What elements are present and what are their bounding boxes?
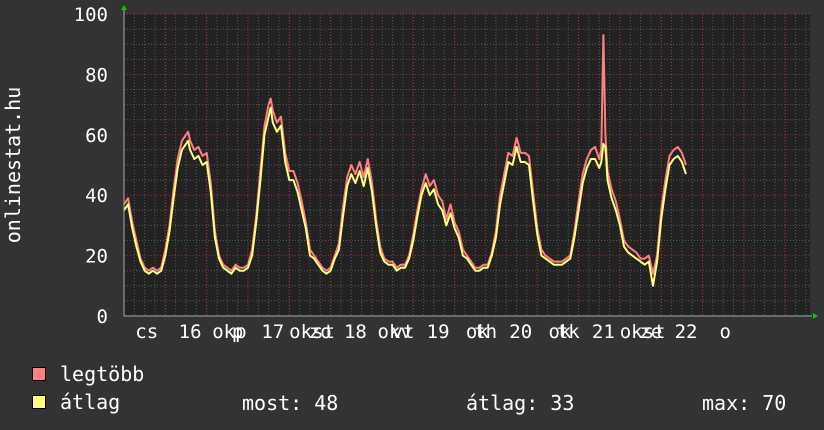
y-tick-label: 80 bbox=[85, 64, 108, 86]
x-tick-label: okp bbox=[212, 321, 246, 343]
axis-layer bbox=[121, 5, 818, 319]
x-tick-label: 16 bbox=[179, 321, 202, 343]
x-tick-label: 18 bbox=[344, 321, 367, 343]
y-tick-label: 0 bbox=[97, 306, 108, 328]
y-tick-label: 60 bbox=[85, 125, 108, 147]
legend-item-avg: átlag bbox=[32, 390, 120, 414]
y-axis-arrow-icon bbox=[121, 5, 127, 10]
max-color-swatch bbox=[32, 367, 46, 381]
x-tick-label: p bbox=[232, 321, 243, 343]
x-tick-label: cs bbox=[135, 321, 158, 343]
stat-average: átlag: 33 bbox=[466, 391, 575, 415]
x-tick-label: o bbox=[720, 321, 731, 343]
x-tick-label: okst bbox=[620, 321, 666, 343]
x-tick-label: 22 bbox=[675, 321, 698, 343]
x-tick-label: okst bbox=[289, 321, 335, 343]
y-tick-label: 20 bbox=[85, 246, 108, 268]
legend-item-max: legtöbb bbox=[32, 362, 144, 386]
x-tick-label: ze bbox=[639, 321, 662, 343]
x-tick-label: 19 bbox=[427, 321, 450, 343]
y-axis-label: onlinestat.hu bbox=[1, 87, 25, 244]
x-tick-label: 20 bbox=[509, 321, 532, 343]
stat-current: most: 48 bbox=[242, 391, 339, 415]
y-tick-label: 100 bbox=[74, 4, 108, 26]
x-tick-label: ok bbox=[549, 321, 572, 343]
x-tick-label: 21 bbox=[592, 321, 615, 343]
series-layer bbox=[123, 34, 687, 287]
series-line-avg bbox=[123, 106, 687, 287]
x-axis-arrow-icon bbox=[813, 313, 818, 319]
x-tick-label: 17 bbox=[261, 321, 284, 343]
y-tick-labels: 0 20 40 60 80 100 bbox=[74, 4, 108, 328]
x-tick-label: zo bbox=[309, 321, 332, 343]
x-tick-label: th bbox=[474, 321, 497, 343]
avg-color-swatch bbox=[32, 395, 46, 409]
x-tick-label: tk bbox=[557, 321, 580, 343]
legend-label-max: legtöbb bbox=[60, 362, 145, 386]
y-tick-label: 40 bbox=[85, 185, 108, 207]
legend-label-avg: átlag bbox=[60, 390, 121, 414]
x-tick-label: ok bbox=[466, 321, 489, 343]
x-tick-label: vt bbox=[392, 321, 415, 343]
x-tick-label: okv bbox=[378, 321, 412, 343]
stat-maximum: max: 70 bbox=[702, 391, 787, 415]
